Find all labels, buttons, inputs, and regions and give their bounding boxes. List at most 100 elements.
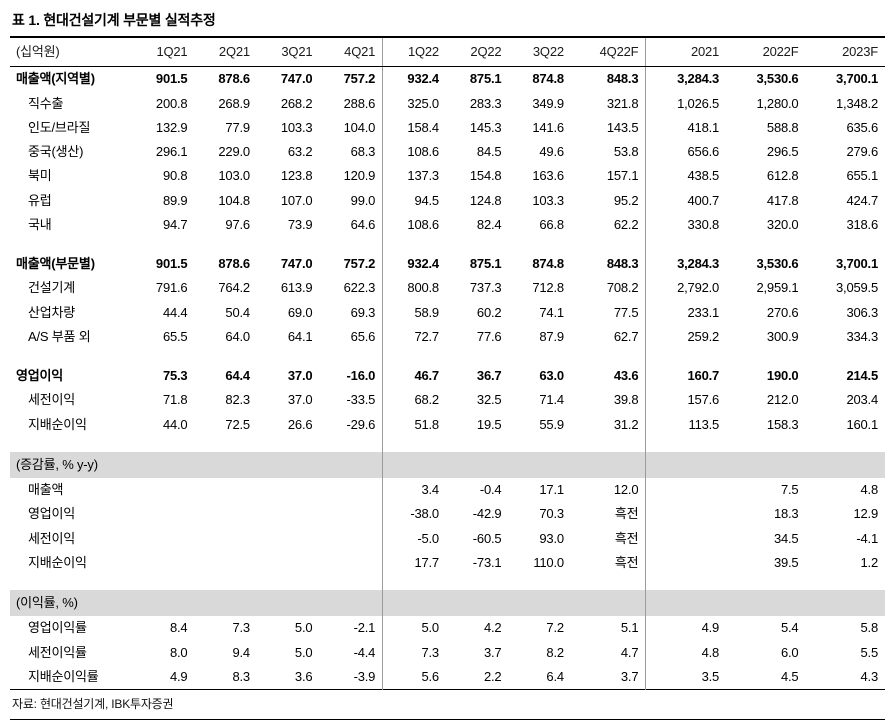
cell [805, 349, 885, 364]
cell: -38.0 [382, 502, 446, 527]
cell: 19.5 [476, 416, 502, 432]
cell [570, 590, 646, 617]
cell [194, 437, 256, 452]
cell [645, 575, 727, 590]
cell: 37.0 [287, 392, 313, 408]
row-label [10, 575, 132, 590]
cell [508, 349, 570, 364]
cell [194, 502, 256, 526]
cell [570, 451, 646, 478]
cell: 932.4 [382, 252, 446, 277]
row-label: A/S 부품 외 [28, 328, 91, 344]
table-title: 표 1. 현대건설기계 부문별 실적추정 [12, 12, 216, 28]
table-row: 지배순이익 17.7 -73.1 110.0 흑전 39.5 1.2 [10, 550, 885, 575]
row-label: 유럽 [28, 192, 52, 208]
cell [508, 590, 571, 617]
cell [645, 502, 727, 527]
cell: 400.7 [645, 188, 727, 213]
row-label: 매출액 [28, 482, 64, 497]
cell [446, 349, 508, 364]
cell: 3,284.3 [645, 252, 727, 277]
cell: 137.3 [382, 164, 446, 189]
cell [132, 551, 194, 575]
row-label: 지배순이익 [28, 416, 87, 432]
cell: 90.8 [162, 168, 188, 184]
cell: 296.1 [155, 144, 188, 159]
cell: 흑전 [614, 554, 639, 570]
table-row: 지배순이익 44.0 72.5 26.6 -29.6 51.8 19.5 55.9 31.2 11… [10, 412, 885, 437]
cell: 791.6 [155, 280, 188, 296]
cell [257, 551, 319, 575]
cell: 154.8 [469, 168, 502, 184]
cell: 655.1 [846, 168, 878, 184]
cell [382, 237, 446, 252]
column-header: 3Q21 [256, 37, 320, 68]
cell: 3,284.3 [645, 66, 727, 92]
cell: 4.5 [780, 668, 799, 684]
cell: 73.9 [287, 216, 313, 232]
cell [319, 502, 382, 526]
cell [645, 349, 727, 364]
table-row: 영업이익 -38.0 -42.9 70.3 흑전 18.3 12.9 [10, 502, 885, 527]
cell: 49.6 [539, 144, 564, 159]
cell: 75.3 [162, 368, 188, 383]
table-row: 직수출 200.8 268.9 268.2 288.6 325.0 283.3 349.9 32… [10, 91, 885, 116]
cell: 3.5 [645, 664, 727, 690]
cell: 66.8 [539, 216, 564, 232]
cell: -2.1 [353, 620, 376, 636]
cell: 4.8 [860, 482, 879, 497]
cell: 325.0 [382, 91, 446, 116]
cell: 흑전 [614, 530, 639, 546]
cell: 4.3 [860, 668, 879, 684]
cell: 848.3 [606, 71, 639, 87]
row-label: 북미 [28, 168, 52, 184]
cell: 320.0 [766, 216, 799, 232]
cell [446, 237, 508, 252]
cell: 613.9 [280, 280, 313, 296]
cell: 53.8 [613, 144, 639, 159]
cell: 612.8 [766, 168, 799, 184]
cell: 5.8 [860, 620, 879, 636]
cell [132, 437, 194, 452]
cell [805, 437, 885, 452]
cell [132, 575, 194, 590]
row-label: 매출액(지역별) [16, 71, 95, 87]
cell: 288.6 [343, 95, 376, 111]
cell: 747.0 [280, 256, 313, 271]
cell: 55.9 [539, 416, 564, 432]
cell: -4.1 [856, 530, 878, 546]
cell [446, 437, 508, 452]
cell: 18.3 [773, 506, 799, 522]
cell [194, 551, 256, 575]
cell: 65.5 [162, 328, 188, 344]
cell: 71.8 [162, 392, 188, 408]
table-row: 매출액 3.4 -0.4 17.1 12.0 7.5 4.8 [10, 478, 885, 503]
cell: 268.2 [280, 95, 313, 111]
cell: 62.7 [613, 328, 639, 344]
cell [319, 590, 383, 617]
cell: 108.6 [382, 212, 446, 237]
cell: 12.9 [853, 506, 878, 522]
cell: 1.2 [860, 554, 879, 570]
cell: 132.9 [155, 119, 188, 135]
cell: 63.2 [287, 144, 313, 159]
cell: 3.7 [620, 668, 639, 684]
cell: 424.7 [846, 192, 878, 208]
section-band-row: (이익률, %) [10, 590, 885, 617]
cell [257, 527, 319, 551]
cell: 656.6 [645, 140, 727, 165]
cell: 43.6 [613, 368, 639, 383]
row-label: 영업이익 [28, 506, 76, 522]
cell: 157.6 [645, 388, 727, 413]
cell: 7.2 [546, 620, 564, 636]
cell: 212.0 [766, 392, 799, 408]
cell: 349.9 [532, 95, 564, 111]
cell: 259.2 [645, 324, 727, 349]
cell: 46.7 [382, 364, 446, 389]
cell: 113.5 [645, 412, 727, 437]
cell [446, 575, 508, 590]
spacer-row [10, 349, 885, 364]
cell [726, 349, 805, 364]
cell: 69.3 [350, 304, 376, 320]
